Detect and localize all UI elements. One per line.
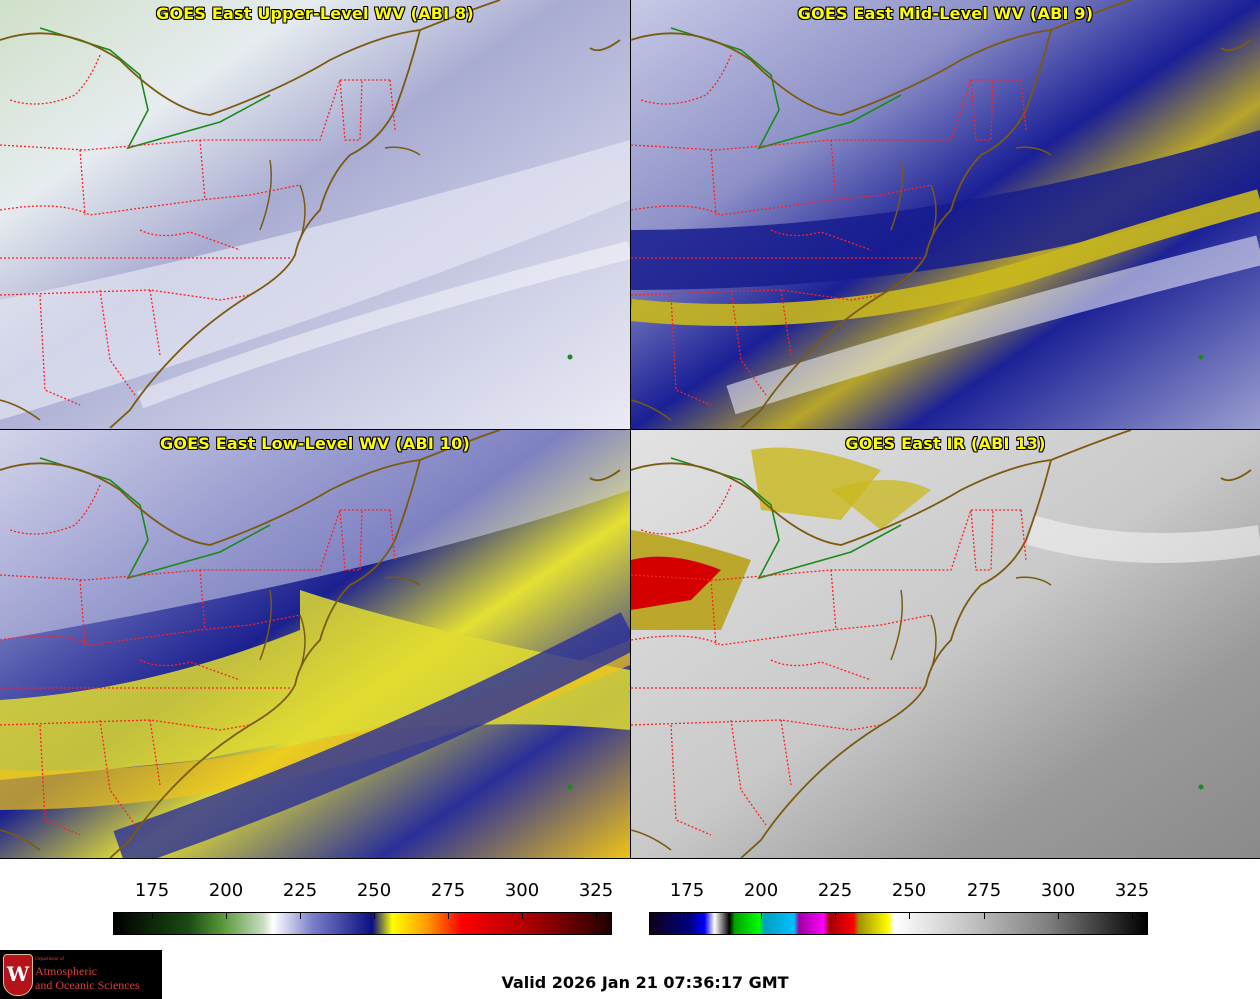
panel-upper-level-wv: GOES East Upper-Level WV (ABI 8) bbox=[0, 0, 630, 429]
valid-time: Valid 2026 Jan 21 07:36:17 GMT bbox=[501, 973, 789, 992]
tick-label: 225 bbox=[817, 880, 853, 901]
logo-line1: Atmospheric bbox=[35, 964, 97, 978]
tick bbox=[1058, 913, 1059, 919]
tick bbox=[687, 913, 688, 919]
ir-image bbox=[631, 430, 1260, 859]
low-level-wv-image bbox=[0, 430, 630, 859]
panel-title: GOES East Upper-Level WV (ABI 8) bbox=[156, 4, 474, 23]
tick bbox=[984, 913, 985, 919]
tick bbox=[152, 913, 153, 919]
panel-title: GOES East IR (ABI 13) bbox=[845, 434, 1046, 453]
panel-ir: GOES East IR (ABI 13) bbox=[631, 430, 1260, 859]
uw-seal-icon: W bbox=[3, 954, 33, 996]
ir-colorbar bbox=[649, 912, 1148, 935]
tick bbox=[226, 913, 227, 919]
panel-mid-level-wv: GOES East Mid-Level WV (ABI 9) bbox=[631, 0, 1260, 429]
tick bbox=[596, 913, 597, 919]
tick bbox=[835, 913, 836, 919]
tick-label: 175 bbox=[134, 880, 170, 901]
wv-colorbar bbox=[113, 912, 612, 935]
tick-label: 275 bbox=[430, 880, 466, 901]
tick-label: 200 bbox=[743, 880, 779, 901]
tick bbox=[1132, 913, 1133, 919]
panel-title: GOES East Mid-Level WV (ABI 9) bbox=[797, 4, 1094, 23]
tick-label: 300 bbox=[504, 880, 540, 901]
tick-label: 250 bbox=[356, 880, 392, 901]
panel-border bbox=[0, 858, 1260, 859]
tick bbox=[374, 913, 375, 919]
upper-level-wv-image bbox=[0, 0, 630, 429]
aos-logo: W Department of Atmospheric and Oceanic … bbox=[0, 950, 162, 999]
panel-low-level-wv: GOES East Low-Level WV (ABI 10) bbox=[0, 430, 630, 859]
tick bbox=[909, 913, 910, 919]
tick bbox=[300, 913, 301, 919]
panel-title: GOES East Low-Level WV (ABI 10) bbox=[159, 434, 470, 453]
tick bbox=[448, 913, 449, 919]
tick-label: 300 bbox=[1040, 880, 1076, 901]
tick bbox=[761, 913, 762, 919]
tick-label: 325 bbox=[578, 880, 614, 901]
tick-label: 225 bbox=[282, 880, 318, 901]
tick-label: 175 bbox=[669, 880, 705, 901]
logo-department: Department of bbox=[35, 957, 65, 962]
tick-label: 325 bbox=[1114, 880, 1150, 901]
tick-label: 250 bbox=[891, 880, 927, 901]
tick-label: 275 bbox=[966, 880, 1002, 901]
tick bbox=[522, 913, 523, 919]
tick-label: 200 bbox=[208, 880, 244, 901]
logo-line2: and Oceanic Sciences bbox=[35, 978, 140, 992]
mid-level-wv-image bbox=[631, 0, 1260, 429]
panel-border bbox=[0, 429, 1260, 430]
